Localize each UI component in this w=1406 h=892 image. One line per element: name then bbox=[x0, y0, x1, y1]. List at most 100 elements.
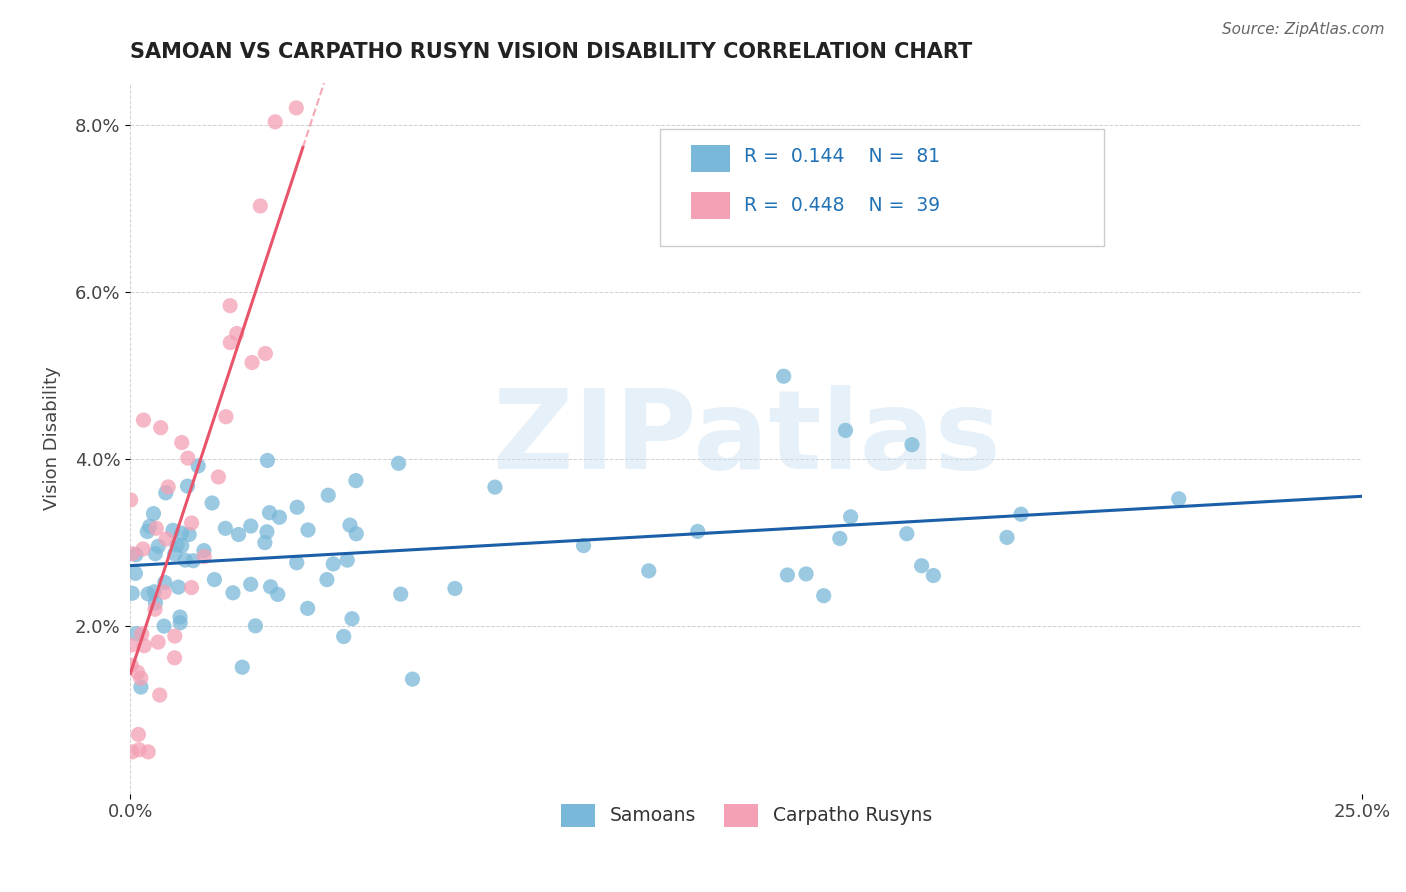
Point bbox=[193, 549, 215, 564]
Point bbox=[143, 584, 166, 599]
Point bbox=[136, 587, 159, 601]
Point bbox=[125, 626, 148, 640]
Point bbox=[839, 509, 862, 524]
Point bbox=[240, 355, 263, 369]
Point bbox=[228, 527, 250, 541]
Point bbox=[136, 745, 159, 759]
Point bbox=[167, 580, 190, 594]
Point bbox=[145, 521, 167, 535]
Point bbox=[145, 547, 167, 561]
Point bbox=[686, 524, 709, 539]
Point bbox=[444, 582, 467, 596]
Point bbox=[180, 581, 202, 595]
Point bbox=[222, 586, 245, 600]
Point bbox=[163, 650, 186, 665]
Text: SAMOAN VS CARPATHO RUSYN VISION DISABILITY CORRELATION CHART: SAMOAN VS CARPATHO RUSYN VISION DISABILI… bbox=[131, 42, 973, 62]
Point bbox=[834, 423, 856, 437]
Point bbox=[772, 369, 794, 384]
Point bbox=[177, 451, 200, 466]
Text: Source: ZipAtlas.com: Source: ZipAtlas.com bbox=[1222, 22, 1385, 37]
Point bbox=[285, 101, 308, 115]
Point bbox=[120, 658, 142, 673]
Y-axis label: Vision Disability: Vision Disability bbox=[44, 367, 60, 510]
Point bbox=[153, 585, 176, 599]
Point bbox=[254, 346, 277, 360]
Point bbox=[995, 530, 1018, 544]
Point bbox=[267, 587, 290, 601]
Point bbox=[132, 413, 155, 427]
Point bbox=[336, 553, 359, 567]
Point bbox=[153, 619, 176, 633]
Point bbox=[1010, 508, 1032, 522]
Point bbox=[1167, 491, 1189, 506]
Point bbox=[340, 612, 363, 626]
Point bbox=[187, 458, 209, 473]
Point bbox=[572, 539, 595, 553]
Point bbox=[297, 523, 319, 537]
Point bbox=[285, 500, 308, 515]
FancyBboxPatch shape bbox=[690, 193, 730, 219]
Point bbox=[155, 486, 177, 500]
Point bbox=[170, 539, 193, 553]
Point bbox=[269, 510, 291, 524]
Point bbox=[264, 115, 287, 129]
FancyBboxPatch shape bbox=[661, 129, 1104, 246]
Point bbox=[132, 541, 155, 556]
Point bbox=[169, 615, 191, 630]
FancyBboxPatch shape bbox=[690, 145, 730, 171]
Point bbox=[142, 507, 165, 521]
Point bbox=[828, 532, 851, 546]
Point bbox=[169, 610, 191, 624]
Point bbox=[813, 589, 835, 603]
Text: ZIPatlas: ZIPatlas bbox=[492, 384, 1000, 491]
Point bbox=[285, 556, 308, 570]
Point bbox=[249, 199, 271, 213]
Point bbox=[256, 453, 278, 467]
Point bbox=[121, 547, 143, 561]
Point bbox=[387, 456, 409, 470]
Point bbox=[129, 680, 152, 694]
Point bbox=[149, 420, 172, 434]
Point bbox=[145, 596, 167, 610]
Point bbox=[219, 335, 242, 350]
Point bbox=[389, 587, 412, 601]
Point bbox=[225, 326, 247, 341]
Legend: Samoans, Carpatho Rusyns: Samoans, Carpatho Rusyns bbox=[554, 797, 939, 834]
Point bbox=[201, 496, 224, 510]
Point bbox=[174, 553, 197, 567]
Point bbox=[162, 524, 184, 538]
Point bbox=[231, 660, 253, 674]
Point bbox=[124, 566, 146, 581]
Point bbox=[239, 519, 262, 533]
Point bbox=[214, 521, 236, 535]
Point bbox=[316, 573, 339, 587]
Point bbox=[344, 526, 367, 541]
Point bbox=[127, 665, 149, 680]
Point bbox=[170, 435, 193, 450]
Point bbox=[136, 524, 159, 539]
Point bbox=[181, 554, 204, 568]
Point bbox=[193, 543, 215, 558]
Point bbox=[901, 437, 924, 451]
Point bbox=[297, 601, 319, 615]
Point bbox=[127, 727, 149, 741]
Point bbox=[138, 519, 160, 533]
Point bbox=[239, 577, 262, 591]
Point bbox=[896, 526, 918, 541]
Point bbox=[256, 524, 278, 539]
Point bbox=[170, 526, 193, 541]
Point bbox=[129, 671, 152, 685]
Point bbox=[128, 743, 150, 757]
Point bbox=[245, 619, 267, 633]
Point bbox=[637, 564, 659, 578]
Point bbox=[176, 479, 198, 493]
Point bbox=[215, 409, 238, 424]
Point bbox=[259, 580, 281, 594]
Point bbox=[316, 488, 339, 502]
Point bbox=[180, 516, 202, 530]
Point bbox=[121, 586, 143, 600]
Point bbox=[219, 299, 242, 313]
Point bbox=[146, 635, 169, 649]
Point bbox=[910, 558, 932, 573]
Point bbox=[163, 629, 186, 643]
